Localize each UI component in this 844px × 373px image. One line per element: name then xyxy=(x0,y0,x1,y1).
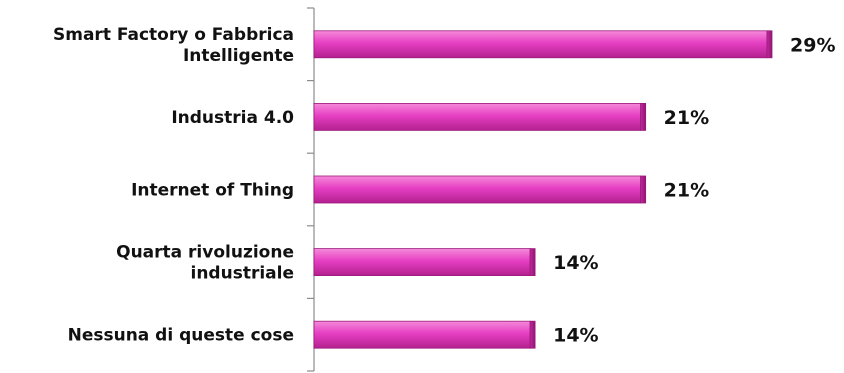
category-label: Quarta rivoluzione industriale xyxy=(116,243,294,284)
bars-layer xyxy=(313,30,773,349)
bar-group xyxy=(313,248,536,277)
bar-end-cap xyxy=(529,320,536,349)
axis-layer xyxy=(307,7,315,372)
bar xyxy=(313,248,531,277)
bar xyxy=(313,30,768,59)
bar-end-cap xyxy=(640,175,647,204)
category-label-line: Quarta rivoluzione xyxy=(116,243,294,263)
bar-group xyxy=(313,30,773,59)
category-label-line: Intelligente xyxy=(183,46,294,66)
labels-layer: 29% Smart Factory o Fabbrica Intelligente 2… xyxy=(53,25,835,347)
bar xyxy=(313,175,642,204)
bar-group xyxy=(313,320,536,349)
data-label: 29% xyxy=(790,34,835,56)
category-label: Internet of Thing xyxy=(131,181,294,201)
bar-end-cap xyxy=(766,30,773,59)
data-label: 14% xyxy=(553,325,598,347)
category-label: Smart Factory o Fabbrica Intelligente xyxy=(53,25,294,66)
bar-group xyxy=(313,175,647,204)
bar-end-cap xyxy=(640,103,647,131)
bar xyxy=(313,320,531,349)
category-label-line: Smart Factory o Fabbrica xyxy=(53,25,294,45)
category-label-line: Industria 4.0 xyxy=(171,108,294,128)
bar-end-cap xyxy=(529,248,536,277)
category-label-line: Nessuna di queste cose xyxy=(68,326,294,346)
bar xyxy=(313,103,642,131)
category-label: Industria 4.0 xyxy=(171,108,294,128)
bar-group xyxy=(313,103,647,131)
category-label-line: industriale xyxy=(191,264,295,284)
category-label: Nessuna di queste cose xyxy=(68,326,294,346)
data-label: 21% xyxy=(664,107,709,129)
data-label: 14% xyxy=(553,252,598,274)
category-label-line: Internet of Thing xyxy=(131,181,294,201)
data-label: 21% xyxy=(664,180,709,202)
